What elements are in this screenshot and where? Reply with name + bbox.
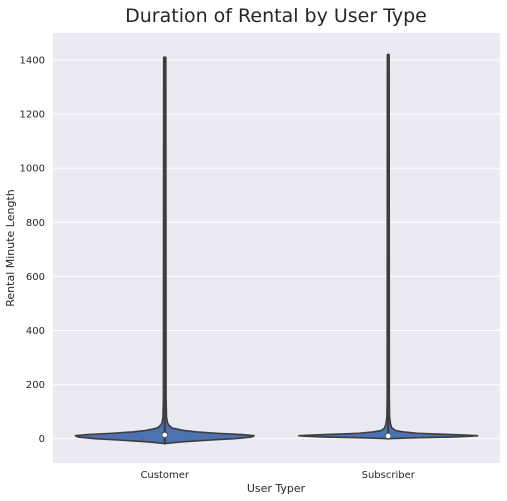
y-tick-label: 0	[39, 434, 45, 445]
y-tick-label: 800	[26, 218, 45, 229]
x-axis-ticks: Customer Subscriber	[140, 470, 415, 481]
chart-title: Duration of Rental by User Type	[125, 5, 427, 27]
violin-median-customer	[162, 432, 168, 438]
y-tick-label: 600	[26, 272, 45, 283]
y-tick-label: 1000	[20, 164, 45, 175]
y-tick-label: 400	[26, 326, 45, 337]
violin-median-subscriber	[385, 433, 391, 439]
y-tick-label: 200	[26, 380, 45, 391]
y-tick-label: 1400	[20, 56, 45, 67]
y-axis-label: Rental Minute Length	[4, 189, 17, 307]
grid-lines	[53, 59, 500, 440]
y-tick-label: 1200	[20, 110, 45, 121]
violins	[74, 53, 479, 445]
x-tick-label: Customer	[140, 470, 189, 481]
x-axis-label: User Typer	[247, 482, 306, 495]
x-tick-label: Subscriber	[362, 470, 416, 481]
plot-area	[53, 33, 500, 463]
y-axis-ticks: 0 200 400 600 800 1000 1200 1400	[20, 56, 45, 446]
